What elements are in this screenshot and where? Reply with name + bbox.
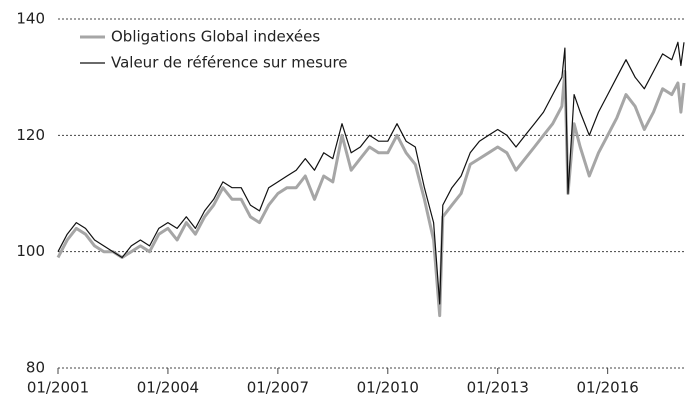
x-tick-label: 01/2016 [576,379,638,397]
x-tick-label: 01/2004 [137,379,199,397]
x-tick-label: 01/2010 [357,379,419,397]
y-tick-label: 120 [16,126,45,144]
x-tick-label: 01/2013 [467,379,529,397]
x-tick-label: 01/2007 [247,379,309,397]
y-tick-label: 100 [16,242,45,260]
y-tick-label: 80 [26,359,45,377]
series-line [57,41,685,305]
y-tick-label: 140 [16,10,45,28]
series-line [56,69,686,318]
legend-label: Valeur de référence sur mesure [111,54,348,72]
x-tick-label: 01/2001 [27,379,89,397]
legend-label: Obligations Global indexées [111,28,320,46]
